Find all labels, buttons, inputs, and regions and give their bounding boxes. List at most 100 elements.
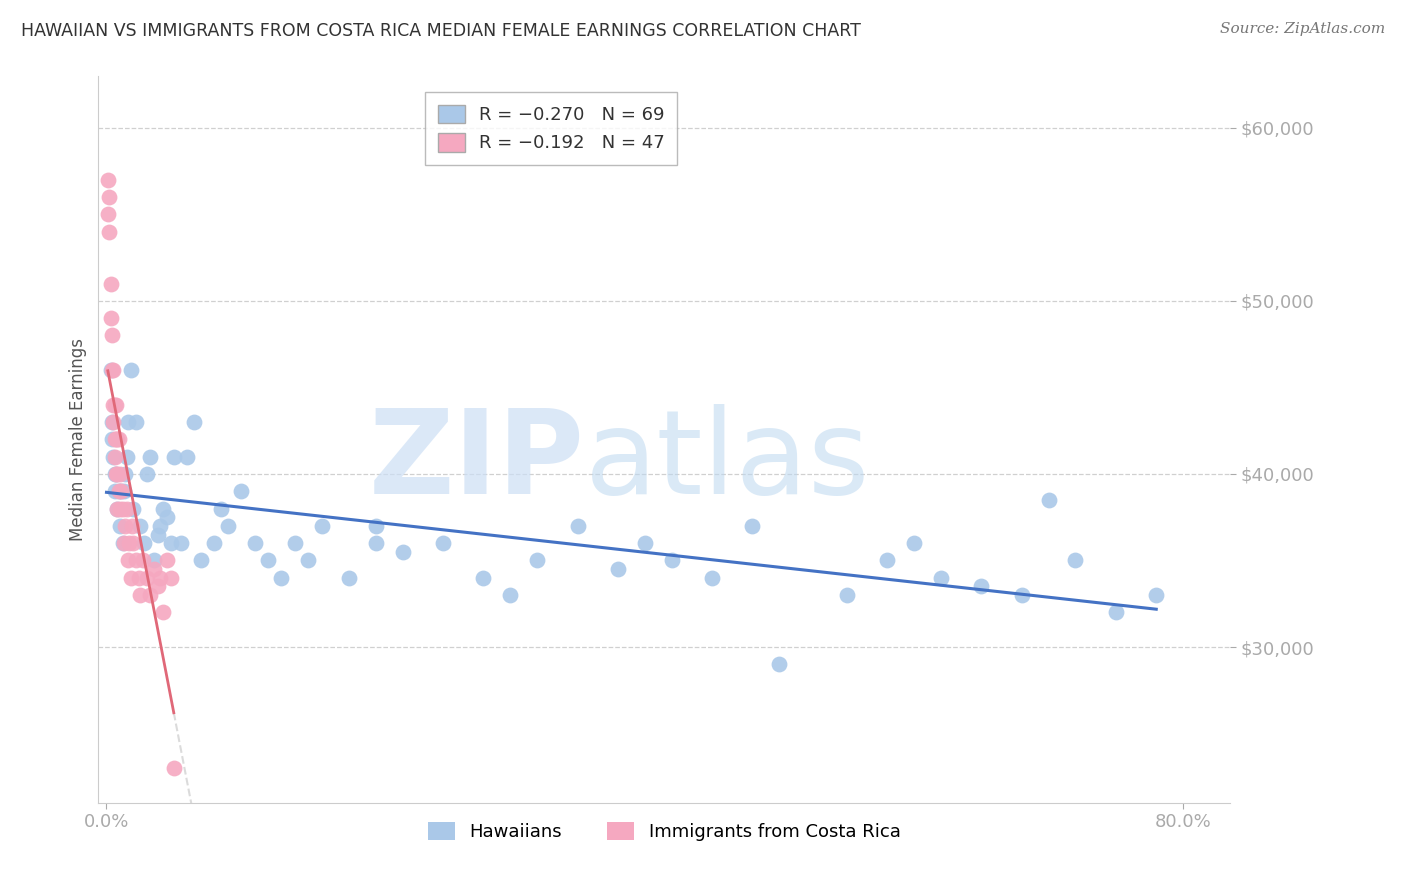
Point — [118, 536, 141, 550]
Point — [364, 519, 387, 533]
Point — [202, 536, 225, 550]
Point — [121, 519, 143, 533]
Point — [929, 571, 952, 585]
Point — [190, 553, 212, 567]
Point — [105, 467, 128, 481]
Point — [567, 519, 589, 533]
Point — [257, 553, 280, 567]
Point — [111, 501, 134, 516]
Point — [105, 501, 128, 516]
Point — [110, 484, 132, 499]
Point — [1038, 492, 1060, 507]
Point — [103, 398, 125, 412]
Point — [104, 398, 127, 412]
Point — [142, 562, 165, 576]
Point — [270, 571, 292, 585]
Point — [103, 467, 125, 481]
Point — [146, 527, 169, 541]
Point — [129, 519, 152, 533]
Point — [700, 571, 723, 585]
Point — [156, 510, 179, 524]
Point — [125, 553, 148, 567]
Point — [876, 553, 898, 567]
Point — [661, 553, 683, 567]
Y-axis label: Median Female Earnings: Median Female Earnings — [69, 338, 87, 541]
Point — [112, 484, 135, 499]
Point — [103, 450, 125, 464]
Point — [114, 519, 136, 533]
Point — [125, 415, 148, 429]
Point — [110, 484, 132, 499]
Point — [1064, 553, 1087, 567]
Point — [209, 501, 232, 516]
Point — [103, 415, 125, 429]
Point — [152, 606, 174, 620]
Point — [138, 450, 160, 464]
Point — [183, 415, 205, 429]
Point — [149, 571, 172, 585]
Point — [741, 519, 763, 533]
Point — [122, 536, 145, 550]
Point — [103, 450, 125, 464]
Point — [103, 484, 125, 499]
Point — [337, 571, 360, 585]
Point — [1144, 588, 1167, 602]
Point — [132, 553, 155, 567]
Text: atlas: atlas — [585, 403, 870, 518]
Point — [142, 553, 165, 567]
Point — [100, 363, 122, 377]
Point — [169, 536, 191, 550]
Point — [117, 553, 139, 567]
Point — [217, 519, 239, 533]
Point — [1105, 606, 1128, 620]
Point — [111, 536, 134, 550]
Point — [107, 432, 129, 446]
Point — [391, 545, 413, 559]
Point — [970, 579, 993, 593]
Point — [472, 571, 495, 585]
Point — [120, 363, 142, 377]
Point — [634, 536, 657, 550]
Point — [103, 363, 125, 377]
Text: HAWAIIAN VS IMMIGRANTS FROM COSTA RICA MEDIAN FEMALE EARNINGS CORRELATION CHART: HAWAIIAN VS IMMIGRANTS FROM COSTA RICA M… — [21, 22, 860, 40]
Point — [115, 501, 138, 516]
Point — [297, 553, 319, 567]
Point — [120, 571, 142, 585]
Point — [129, 588, 152, 602]
Point — [103, 432, 125, 446]
Point — [114, 467, 136, 481]
Point — [100, 311, 122, 326]
Point — [243, 536, 266, 550]
Point — [134, 536, 156, 550]
Point — [103, 398, 125, 412]
Point — [122, 501, 145, 516]
Point — [160, 536, 183, 550]
Point — [229, 484, 252, 499]
Text: ZIP: ZIP — [370, 403, 585, 518]
Point — [163, 450, 186, 464]
Point — [606, 562, 628, 576]
Point — [107, 484, 129, 499]
Point — [163, 761, 186, 775]
Point — [101, 363, 124, 377]
Point — [432, 536, 454, 550]
Point — [105, 432, 128, 446]
Point — [101, 432, 124, 446]
Legend: Hawaiians, Immigrants from Costa Rica: Hawaiians, Immigrants from Costa Rica — [420, 814, 908, 848]
Point — [98, 190, 121, 204]
Point — [107, 484, 129, 499]
Point — [146, 579, 169, 593]
Point — [104, 467, 127, 481]
Point — [117, 415, 139, 429]
Point — [311, 519, 333, 533]
Point — [152, 501, 174, 516]
Point — [138, 588, 160, 602]
Point — [135, 571, 157, 585]
Point — [97, 207, 120, 221]
Point — [1011, 588, 1033, 602]
Point — [115, 450, 138, 464]
Point — [160, 571, 183, 585]
Point — [768, 657, 790, 672]
Text: Source: ZipAtlas.com: Source: ZipAtlas.com — [1219, 22, 1385, 37]
Point — [176, 450, 198, 464]
